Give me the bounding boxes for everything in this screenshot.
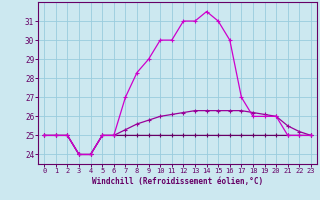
X-axis label: Windchill (Refroidissement éolien,°C): Windchill (Refroidissement éolien,°C)	[92, 177, 263, 186]
